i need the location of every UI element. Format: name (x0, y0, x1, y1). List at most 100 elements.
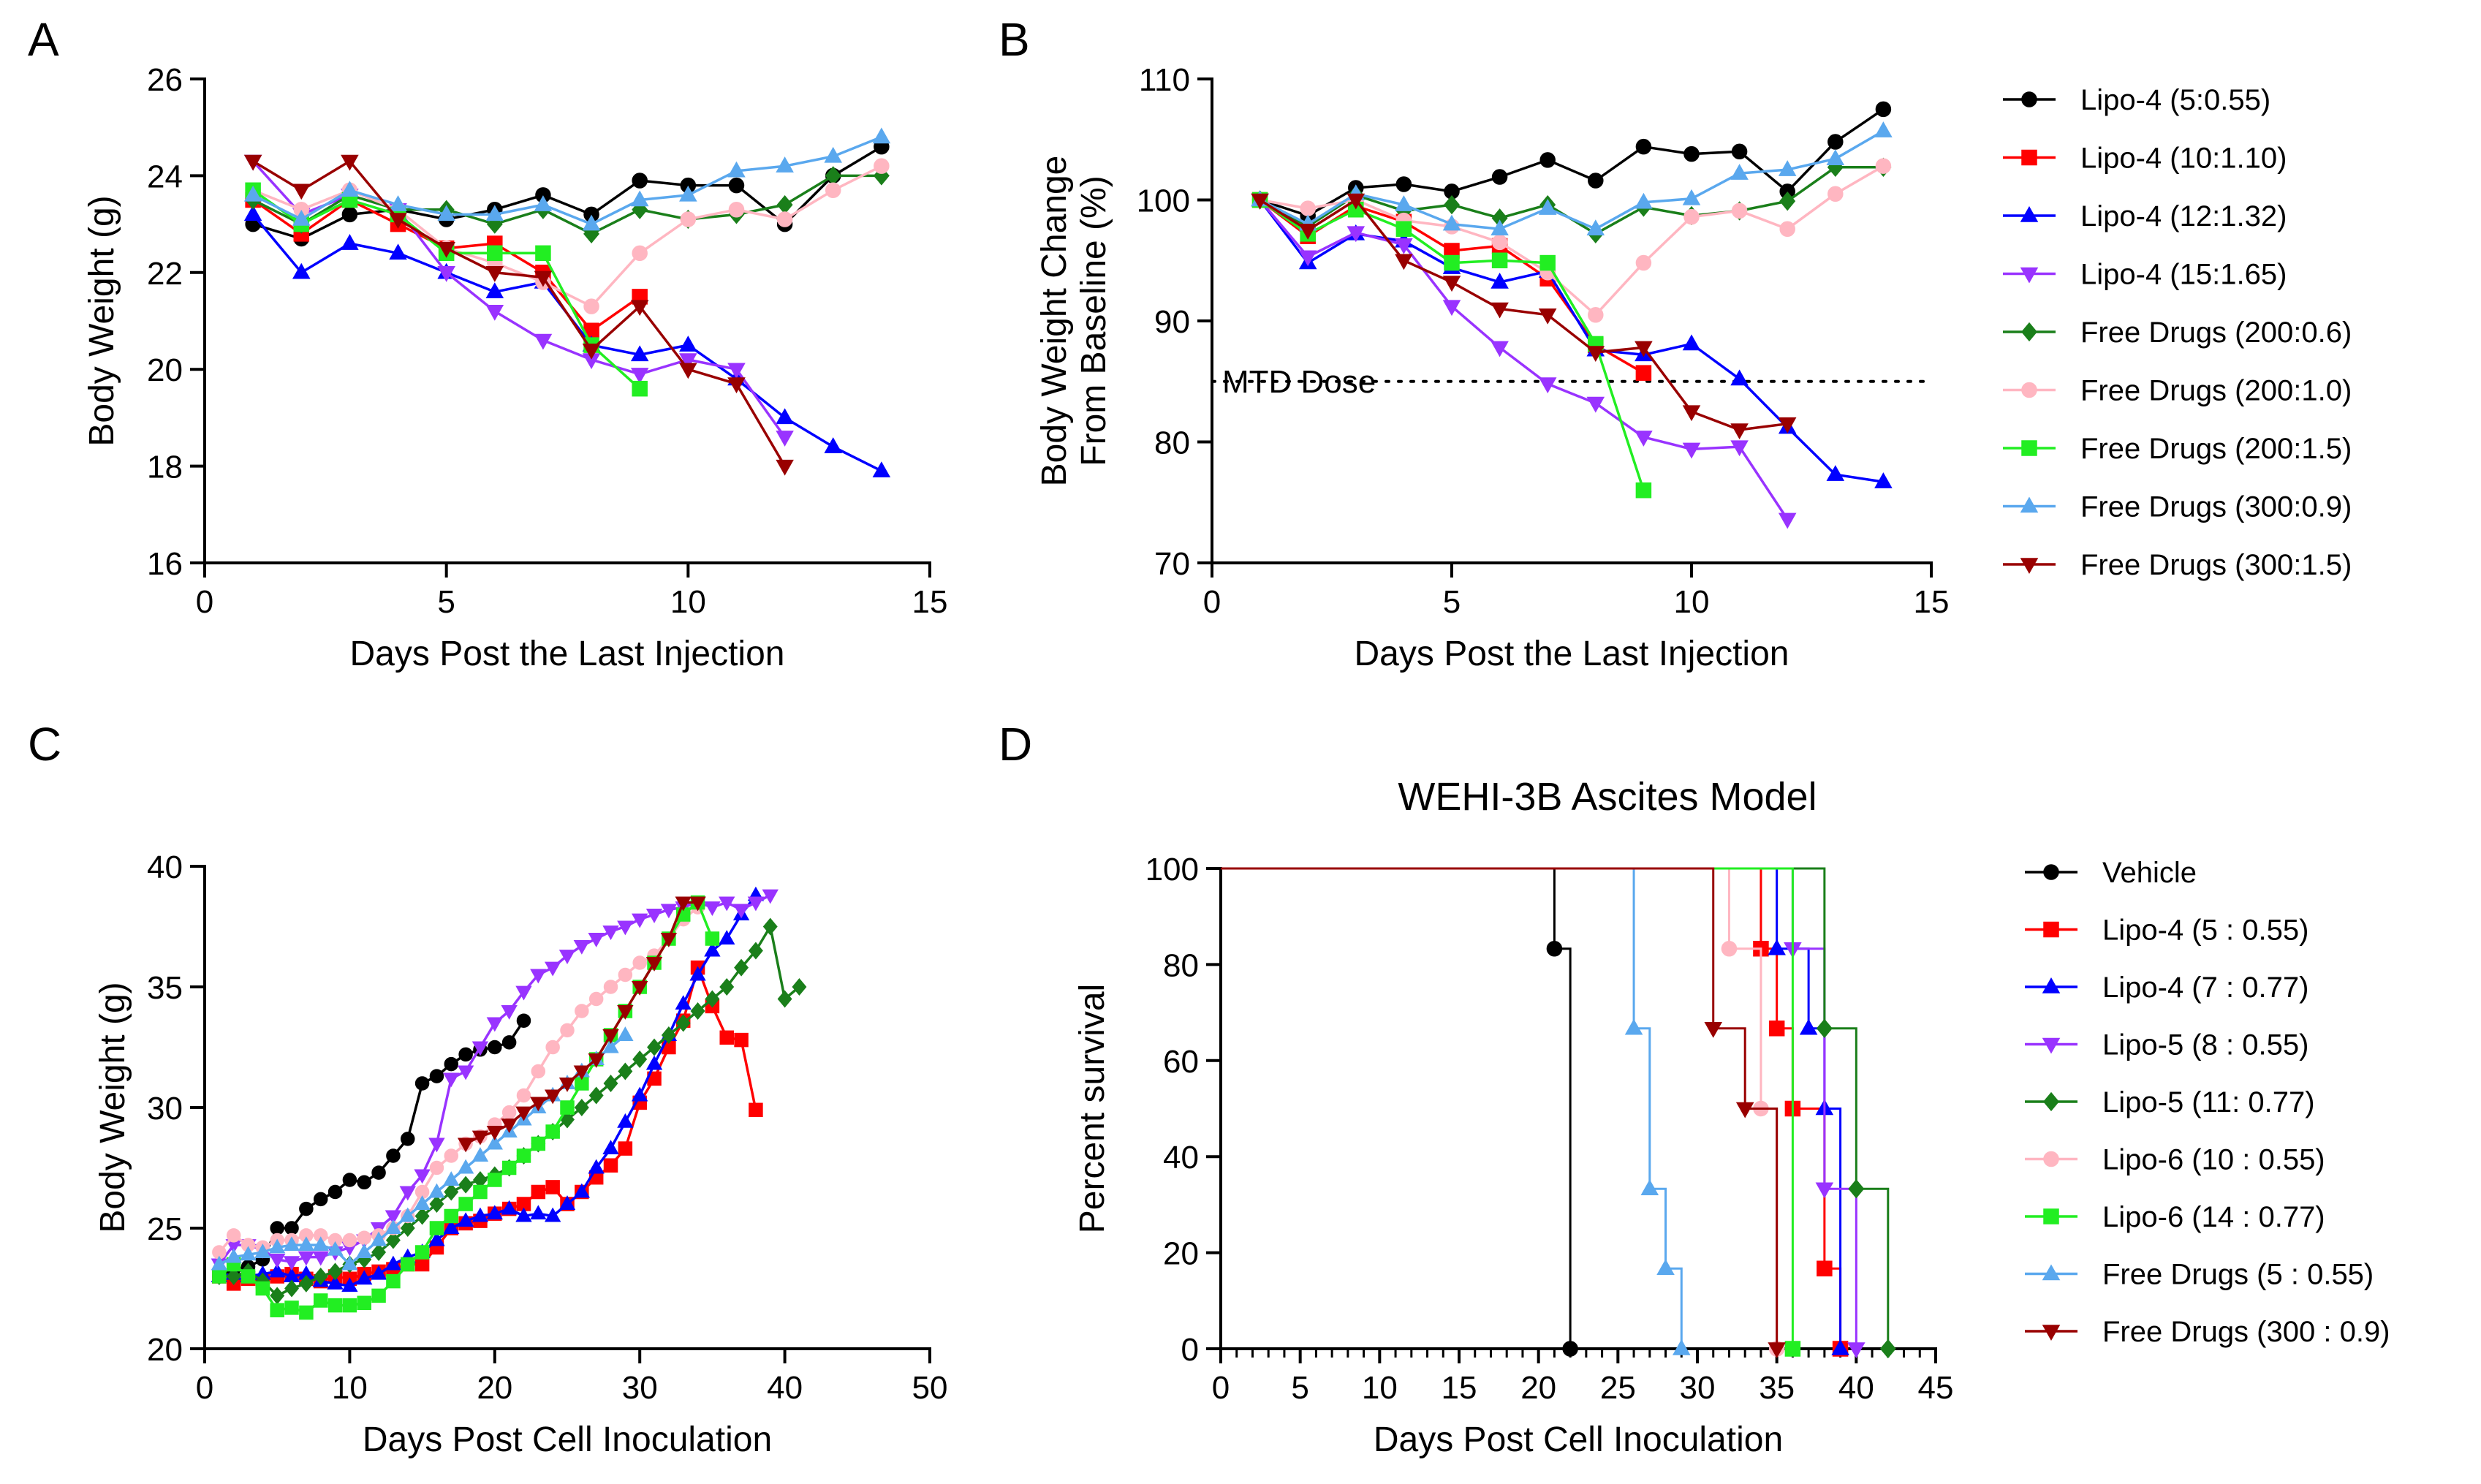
data-point-a-free-drugs-200-1-0-8 (632, 245, 648, 262)
data-point-c-vehicle-13 (401, 1132, 415, 1146)
event-marker-d-free-drugs-300-0-9-2 (1735, 1102, 1754, 1118)
legend-swatch-marker-lipo-5-8-0-55 (2042, 1037, 2061, 1054)
data-point-c-lipo-5-8-0-55-31 (660, 904, 678, 919)
data-point-c-free-drugs-5-0-55-27 (602, 1038, 619, 1053)
legend-swatch-marker-lipo-4-15-1-65 (2020, 267, 2039, 284)
data-point-b-lipo-4-15-1-65-4 (1442, 300, 1461, 317)
data-point-c-free-drugs-5-0-55-1 (225, 1248, 242, 1263)
data-point-c-lipo-6-14-0-77-9 (342, 1298, 357, 1313)
series-line-b-free-drugs-200-1-0 (1260, 164, 1885, 317)
data-point-c-free-drugs-5-0-55-7 (312, 1236, 329, 1252)
data-point-c-free-drugs-5-0-55-4 (269, 1238, 286, 1254)
data-point-b-lipo-4-15-1-65-9 (1682, 442, 1701, 459)
data-point-a-lipo-4-12-1-32-9 (679, 336, 697, 352)
data-point-b-free-drugs-200-1-5-3 (1395, 221, 1412, 237)
data-point-c-free-drugs-5-0-55-14 (414, 1195, 431, 1210)
data-point-c-lipo-6-10-0-55-9 (342, 1233, 357, 1248)
data-point-a-free-drugs-300-1-5-9 (679, 363, 697, 379)
x-tick-label-d-5: 5 (1291, 1370, 1308, 1406)
data-point-c-lipo-4-7-0-77-8 (327, 1275, 344, 1290)
legend-entry-free-drugs-300-1-5: Free Drugs (300:1.5) (2003, 549, 2352, 581)
data-point-c-free-drugs-300-0-9-14 (660, 933, 678, 947)
data-point-a-free-drugs-300-1-5-7 (582, 343, 601, 360)
data-point-c-lipo-5-11-0-77-16 (444, 1183, 459, 1201)
survival-curve-d-vehicle (1221, 867, 1572, 1349)
data-point-c-free-drugs-5-0-55-6 (298, 1236, 315, 1252)
series-a-free-drugs-300-0-9 (243, 127, 891, 231)
data-point-c-lipo-4-7-0-77-35 (719, 930, 735, 944)
data-point-c-lipo-5-8-0-55-23 (544, 961, 561, 977)
legend-swatch-marker-free-drugs-200-0-6 (2021, 322, 2037, 342)
data-point-c-lipo-6-10-0-55-29 (632, 955, 647, 970)
data-point-b-lipo-4-15-1-65-3 (1395, 238, 1413, 254)
data-point-c-lipo-5-11-0-77-13 (400, 1219, 415, 1237)
chart-panel-d: 0 5 10 15 20 25 30 35 40 45 0 20 40 60 80 100 Days Post … (1073, 775, 1953, 1459)
data-point-a-free-drugs-200-1-0-12 (825, 182, 841, 199)
data-point-b-free-drugs-200-1-5-5 (1491, 252, 1508, 268)
legend-label-vehicle: Vehicle (2102, 857, 2197, 889)
data-point-c-lipo-5-11-0-77-32 (675, 1014, 691, 1032)
legend-entry-free-drugs-200-1-5: Free Drugs (200:1.5) (2003, 433, 2352, 465)
data-point-c-lipo-5-11-0-77-39 (777, 990, 792, 1008)
y-tick-label-c-40: 40 (147, 849, 183, 885)
data-point-c-free-drugs-5-0-55-28 (617, 1026, 634, 1041)
y-tick-label-a-22: 22 (147, 256, 183, 292)
data-point-c-lipo-6-14-0-77-2 (240, 1269, 256, 1284)
data-point-c-vehicle-19 (488, 1040, 502, 1055)
legend-swatch-marker-lipo-4-5-0-55 (2043, 921, 2059, 938)
event-marker-d-lipo-4-5-0-55-4 (1817, 1260, 1833, 1277)
y-axis-label-b-line-1: Body Weight Change (1035, 156, 1074, 487)
data-point-c-free-drugs-300-0-9-10 (602, 1029, 619, 1044)
data-point-c-free-drugs-5-0-55-19 (486, 1135, 503, 1150)
series-line-b-lipo-4-5-0-55 (1260, 107, 1885, 217)
data-point-a-free-drugs-300-1-5-2 (341, 154, 359, 171)
data-point-c-lipo-5-8-0-55-14 (414, 1169, 431, 1184)
data-point-a-lipo-4-5-0-55-10 (728, 177, 745, 194)
series-b-free-drugs-200-1-5 (1251, 192, 1652, 499)
data-point-a-free-drugs-300-0-9-4 (437, 205, 455, 222)
event-marker-d-lipo-4-5-0-55-2 (1768, 1021, 1785, 1037)
legend-label-lipo-4-7-0-77: Lipo-4 (7 : 0.77) (2102, 972, 2308, 1004)
legend-entry-lipo-4-5-0-55: Lipo-4 (5:0.55) (2003, 84, 2270, 116)
data-point-c-lipo-4-5-0-55-22 (531, 1184, 546, 1200)
series-b-free-drugs-300-1-5 (1251, 193, 1797, 439)
data-point-c-lipo-4-7-0-77-15 (428, 1231, 445, 1246)
series-line-a-free-drugs-300-0-9 (252, 135, 882, 226)
panel-letter-b: B (999, 13, 1030, 66)
data-point-c-lipo-5-8-0-55-18 (471, 1041, 489, 1056)
chart-panel-a: 0 5 10 15 16 18 20 22 24 26 Days Post the Last Inj… (83, 62, 947, 673)
data-point-c-lipo-4-5-0-55-35 (719, 1030, 734, 1045)
legend-swatch-marker-lipo-6-10-0-55 (2043, 1151, 2059, 1167)
data-point-c-lipo-4-5-0-55-27 (603, 1158, 618, 1173)
legend-entry-free-drugs-5-0-55: Free Drugs (5 : 0.55) (2025, 1259, 2374, 1291)
data-point-c-free-drugs-5-0-55-5 (283, 1236, 300, 1252)
data-point-b-lipo-4-12-1-32-9 (1682, 334, 1701, 351)
series-line-b-lipo-4-15-1-65 (1259, 199, 1789, 520)
legend-label-free-drugs-200-0-6: Free Drugs (200:0.6) (2080, 317, 2352, 349)
data-point-b-lipo-4-10-1-10-8 (1635, 365, 1652, 381)
legend-entry-lipo-4-10-1-10: Lipo-4 (10:1.10) (2003, 143, 2287, 175)
data-point-c-lipo-5-11-0-77-7 (313, 1268, 328, 1285)
data-point-b-free-drugs-200-1-0-10 (1731, 202, 1748, 219)
data-point-c-lipo-6-10-0-55-20 (501, 1105, 517, 1120)
legend-label-free-drugs-300-0-9: Free Drugs (300 : 0.9) (2102, 1316, 2390, 1348)
data-point-a-lipo-4-12-1-32-2 (341, 234, 359, 250)
data-point-a-lipo-4-12-1-32-1 (292, 262, 311, 279)
data-point-c-lipo-4-7-0-77-4 (269, 1262, 286, 1278)
data-point-c-lipo-6-14-0-77-8 (327, 1298, 343, 1313)
data-point-c-lipo-5-11-0-77-1 (226, 1268, 241, 1285)
data-point-a-lipo-4-15-1-65-5 (485, 305, 504, 321)
data-point-b-lipo-4-5-0-55-10 (1731, 143, 1748, 160)
data-point-c-lipo-6-14-0-77-12 (386, 1273, 401, 1289)
x-tick-label-d-10: 10 (1362, 1370, 1398, 1406)
data-point-c-lipo-5-11-0-77-14 (414, 1207, 430, 1225)
legend-label-free-drugs-5-0-55: Free Drugs (5 : 0.55) (2102, 1259, 2374, 1291)
data-point-c-lipo-5-8-0-55-34 (704, 901, 721, 916)
data-point-c-lipo-6-14-0-77-23 (545, 1124, 560, 1139)
data-point-c-lipo-5-8-0-55-6 (298, 1251, 315, 1266)
data-point-a-free-drugs-200-1-0-11 (776, 211, 793, 227)
event-marker-d-free-drugs-5-0-55-3 (1656, 1259, 1675, 1276)
legend-entry-lipo-5-8-0-55: Lipo-5 (8 : 0.55) (2025, 1029, 2308, 1061)
data-point-b-free-drugs-200-1-0-7 (1588, 306, 1604, 323)
data-point-c-lipo-5-11-0-77-31 (661, 1026, 676, 1044)
